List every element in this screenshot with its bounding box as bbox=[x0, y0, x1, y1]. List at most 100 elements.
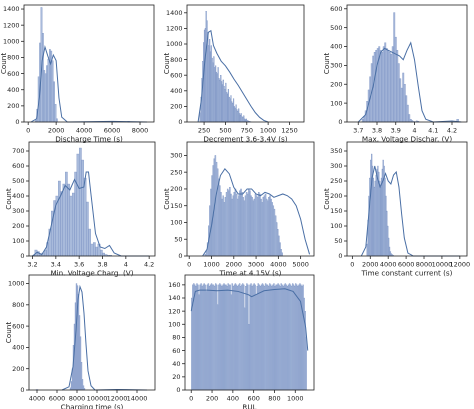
histogram-bar bbox=[200, 283, 202, 391]
y-tick-label: 1400 bbox=[3, 5, 20, 13]
x-axis-label: Time constant current (s) bbox=[361, 269, 453, 278]
histogram-bar bbox=[210, 283, 213, 391]
histogram-bar bbox=[234, 283, 237, 391]
kde-curve bbox=[202, 168, 311, 257]
y-tick-label: 20 bbox=[172, 373, 180, 381]
histogram-bar bbox=[78, 315, 81, 391]
histogram-bar bbox=[254, 284, 256, 391]
x-tick-label: 4000 bbox=[380, 261, 397, 269]
histogram-bar bbox=[388, 52, 391, 123]
y-tick-label: 40 bbox=[172, 360, 180, 368]
x-tick-label: 0 bbox=[189, 395, 193, 403]
x-tick-label: 250 bbox=[198, 127, 210, 135]
x-tick-label: 4.2 bbox=[144, 261, 154, 269]
histogram-bar bbox=[102, 252, 105, 257]
x-tick-label: 5000 bbox=[292, 261, 309, 269]
kde-curve bbox=[61, 284, 148, 391]
histogram-bar bbox=[51, 60, 54, 123]
histogram-bar bbox=[54, 104, 57, 123]
y-tick-label: 600 bbox=[330, 5, 342, 13]
y-tick-label: 500 bbox=[330, 24, 342, 32]
histogram-bar bbox=[213, 286, 216, 391]
histogram-bar bbox=[259, 193, 261, 257]
y-tick-label: 600 bbox=[12, 162, 24, 170]
histogram-bar bbox=[396, 50, 399, 123]
histogram-bar bbox=[281, 252, 283, 257]
x-axis-label: Charging time (s) bbox=[61, 403, 124, 409]
histogram-bar bbox=[250, 283, 252, 391]
histogram-bar bbox=[206, 284, 209, 391]
histogram-bar bbox=[203, 283, 205, 391]
histogram-bar bbox=[243, 284, 245, 391]
histogram-bar bbox=[209, 284, 212, 391]
histogram-bar bbox=[231, 198, 233, 257]
histogram-bar bbox=[258, 284, 261, 391]
histogram-bar bbox=[79, 336, 82, 391]
y-tick-label: 100 bbox=[12, 237, 24, 245]
histogram-bar bbox=[302, 284, 304, 391]
histogram-bar bbox=[212, 284, 215, 391]
x-tick-label: 2000 bbox=[48, 127, 65, 135]
histogram-bar bbox=[226, 286, 228, 391]
x-tick-label: 2000 bbox=[226, 261, 243, 269]
x-tick-label: 4 bbox=[124, 261, 128, 269]
x-tick-label: 10000 bbox=[87, 395, 108, 403]
y-tick-label: 100 bbox=[330, 222, 342, 230]
histogram-bar bbox=[232, 286, 235, 391]
y-axis-label: Count bbox=[322, 188, 331, 210]
histogram-bar bbox=[285, 284, 288, 391]
x-tick-label: 750 bbox=[241, 127, 253, 135]
y-tick-label: 100 bbox=[330, 99, 342, 107]
histogram-bar bbox=[216, 284, 218, 391]
histogram-bar bbox=[247, 284, 249, 391]
y-axis-label: Count bbox=[0, 53, 8, 75]
histogram-bar bbox=[211, 284, 214, 391]
histogram-bar bbox=[268, 197, 270, 257]
y-tick-label: 0 bbox=[20, 252, 24, 260]
histogram-bar bbox=[263, 286, 266, 391]
kde-curve bbox=[190, 288, 309, 351]
histogram-bar bbox=[79, 147, 82, 257]
x-tick-label: 3.6 bbox=[74, 261, 84, 269]
histogram-bar bbox=[205, 291, 207, 391]
subplot-min-voltage-charg: 3.2 3.4 3.6 3.8 4 4.2 0 100 200 300 400 500 600 700 Mi… bbox=[4, 141, 156, 278]
y-tick-label: 120 bbox=[168, 307, 180, 315]
y-tick-label: 0 bbox=[20, 386, 24, 394]
histogram-bar bbox=[361, 119, 364, 123]
histogram-bar bbox=[265, 198, 268, 257]
y-tick-label: 0 bbox=[338, 118, 342, 126]
histogram-bar bbox=[258, 192, 260, 257]
histogram-bar bbox=[235, 284, 238, 391]
subplot-charging-time: 4000 6000 8000 10000 12000 14000 0 200 400 600 800… bbox=[4, 274, 156, 409]
histogram-bar bbox=[381, 52, 384, 123]
histogram-bar bbox=[82, 385, 85, 391]
y-tick-label: 0 bbox=[15, 118, 19, 126]
x-tick-label: 8000 bbox=[69, 395, 86, 403]
histogram-bar bbox=[295, 283, 297, 391]
histogram-bar bbox=[247, 193, 249, 257]
y-tick-label: 400 bbox=[7, 86, 19, 94]
histogram-bar bbox=[391, 46, 394, 123]
histogram-bar bbox=[244, 195, 247, 257]
histogram-bar bbox=[280, 249, 282, 257]
histogram-bar bbox=[230, 294, 232, 391]
x-tick-label: 3.8 bbox=[97, 261, 107, 269]
axes-frame bbox=[23, 4, 155, 123]
histogram-bar bbox=[271, 202, 273, 257]
histogram-bar bbox=[242, 197, 244, 257]
histogram-bar bbox=[81, 159, 84, 257]
histogram-bar bbox=[273, 283, 275, 391]
x-tick-label: 600 bbox=[247, 395, 259, 403]
histogram-bar bbox=[409, 119, 412, 123]
x-tick-label: 3.9 bbox=[391, 127, 401, 135]
histogram-bar bbox=[246, 283, 248, 391]
y-tick-label: 1000 bbox=[166, 40, 183, 48]
histogram-bar bbox=[207, 283, 210, 391]
histogram-bar bbox=[53, 81, 55, 123]
histogram-bar bbox=[248, 324, 250, 391]
y-tick-label: 1200 bbox=[166, 25, 183, 33]
histogram-bar bbox=[74, 171, 77, 257]
histogram-bar bbox=[226, 188, 229, 257]
y-tick-label: 300 bbox=[330, 62, 342, 70]
